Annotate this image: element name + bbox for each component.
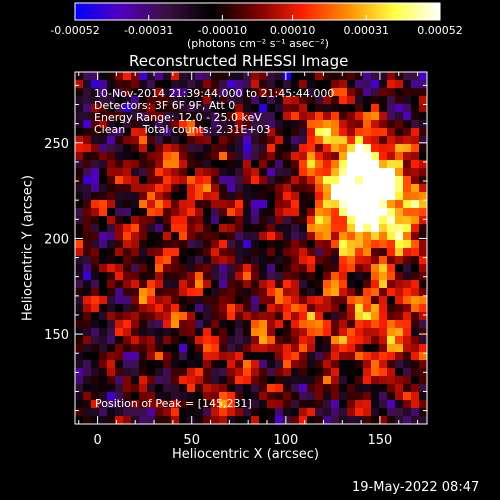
timestamp: 19-May-2022 08:47 — [352, 480, 480, 495]
x-tick-label: 50 — [183, 433, 200, 448]
chart-title: Reconstructed RHESSI Image — [129, 52, 349, 70]
annotation-energy-range: Energy Range: 12.0 - 25.0 keV — [94, 111, 262, 124]
y-tick-label: 200 — [44, 232, 69, 247]
y-axis-label: Heliocentric Y (arcsec) — [20, 175, 36, 321]
image-pixels — [75, 72, 427, 424]
annotation-detectors: Detectors: 3F 6F 9F, Att 0 — [94, 99, 236, 112]
colorbar-unit-label: (photons cm⁻² s⁻¹ asec⁻²) — [187, 37, 329, 50]
colorbar-tick-label: 0.00052 — [417, 24, 463, 37]
x-tick-label: 150 — [368, 433, 393, 448]
colorbar-tick-label: 0.00010 — [270, 24, 316, 37]
annotation-clean-counts: Clean Total counts: 2.31E+03 — [94, 123, 271, 136]
y-tick-label: 150 — [44, 328, 69, 343]
x-tick-label: 0 — [93, 433, 101, 448]
colorbar — [74, 2, 441, 21]
colorbar-tick-label: -0.00031 — [124, 24, 173, 37]
y-tick-label: 250 — [44, 137, 69, 152]
x-tick-label: 100 — [273, 433, 298, 448]
colorbar-tick-label: -0.00010 — [198, 24, 247, 37]
plot-frame — [74, 71, 428, 425]
annotation-time-range: 10-Nov-2014 21:39:44.000 to 21:45:44.000 — [94, 87, 335, 100]
colorbar-tick-label: 0.00031 — [344, 24, 390, 37]
x-axis-label: Heliocentric X (arcsec) — [172, 447, 319, 462]
colorbar-tick-label: -0.00052 — [50, 24, 99, 37]
peak-position-label: Position of Peak = [145,231] — [95, 397, 252, 410]
